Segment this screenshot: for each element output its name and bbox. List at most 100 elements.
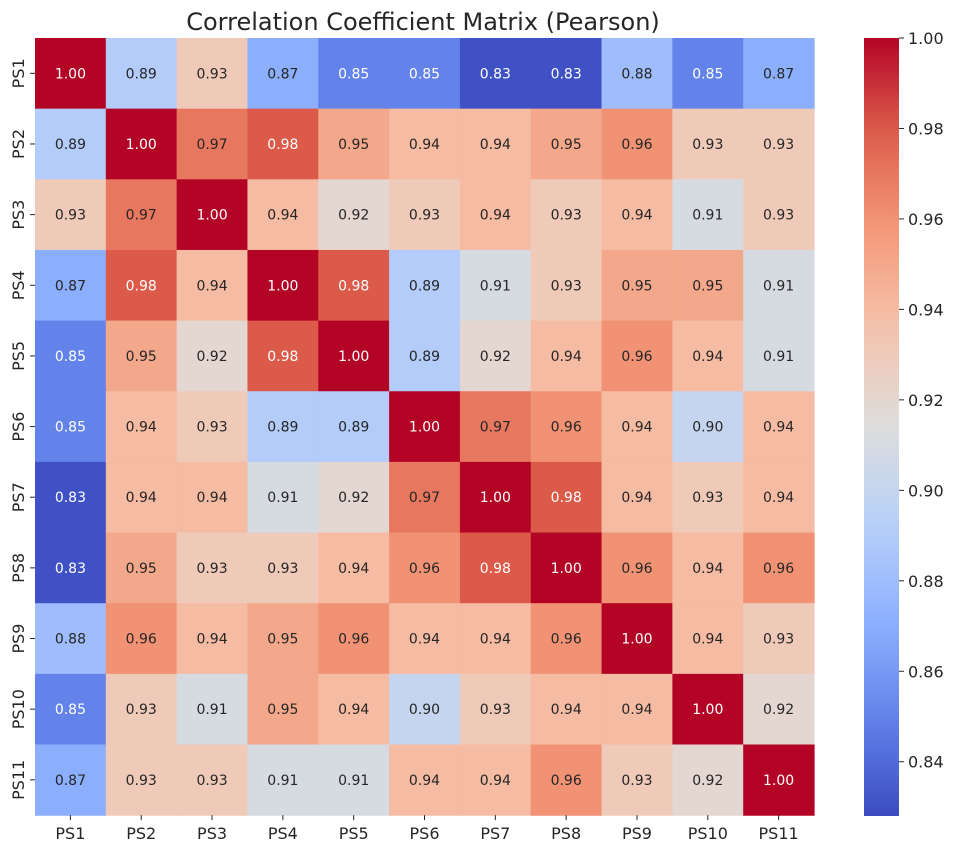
cell-value-label-r1-c4: 0.87 [267, 66, 298, 82]
cell-value-label-r1-c9: 0.88 [621, 66, 652, 82]
heatmap-cell-r3-c10 [672, 179, 744, 251]
cell-value-label-r8-c11: 0.96 [763, 561, 794, 577]
chart-title: Correlation Coefficient Matrix (Pearson) [186, 8, 660, 36]
cell-value-label-r7-c7: 1.00 [480, 490, 511, 506]
cell-value-label-r2-c2: 1.00 [126, 137, 157, 153]
y-tick-label-ps9: PS9 [9, 624, 28, 654]
colorbar-tick-label-5: 0.94 [908, 300, 944, 319]
heatmap-cell-r6-c9 [601, 391, 673, 463]
cell-value-label-r9-c3: 0.94 [196, 632, 227, 648]
heatmap-cell-r4-c1 [35, 249, 107, 322]
colorbar-tick-label-4: 0.92 [908, 391, 944, 410]
cell-value-label-r2-c11: 0.93 [763, 137, 794, 153]
heatmap-cell-r1-c9 [601, 38, 673, 110]
heatmap-cell-r10-c4 [247, 673, 319, 746]
heatmap-cell-r5-c2 [105, 320, 178, 392]
y-tick-label-ps1: PS1 [9, 58, 28, 88]
cell-value-label-r7-c2: 0.94 [126, 490, 157, 506]
cell-value-label-r5-c4: 0.98 [267, 349, 298, 365]
cell-value-label-r5-c7: 0.92 [480, 349, 511, 365]
cell-value-label-r3-c1: 0.93 [55, 208, 86, 224]
cell-value-label-r3-c10: 0.91 [692, 208, 723, 224]
heatmap-cell-r9-c1 [35, 603, 107, 675]
heatmap-cell-r2-c9 [601, 108, 673, 180]
heatmap-cell-r2-c10 [672, 108, 744, 180]
cell-value-label-r7-c10: 0.93 [692, 490, 723, 506]
cell-value-label-r11-c6: 0.94 [409, 773, 440, 789]
x-tick-label-ps5: PS5 [339, 824, 369, 843]
heatmap-cell-r3-c7 [459, 179, 532, 251]
heatmap-cell-r9-c5 [318, 603, 390, 675]
heatmap-cell-r9-c10 [672, 603, 744, 675]
x-tick-label-ps8: PS8 [551, 824, 581, 843]
heatmap-cell-r8-c10 [672, 532, 744, 604]
cell-value-label-r9-c11: 0.93 [763, 632, 794, 648]
cell-value-label-r3-c2: 0.97 [126, 208, 157, 224]
cell-value-label-r3-c5: 0.92 [338, 208, 369, 224]
heatmap-cell-r6-c4 [247, 391, 319, 463]
cell-value-label-r8-c4: 0.93 [267, 561, 298, 577]
cell-value-label-r2-c4: 0.98 [267, 137, 298, 153]
cell-value-label-r8-c9: 0.96 [621, 561, 652, 577]
cell-value-label-r7-c1: 0.83 [55, 490, 86, 506]
y-tick-label-ps5: PS5 [9, 341, 28, 371]
heatmap-cell-r6-c1 [35, 391, 107, 463]
colorbar-tick-label-3: 0.90 [908, 481, 944, 500]
heatmap-cell-r2-c11 [743, 108, 815, 180]
cell-value-label-r6-c2: 0.94 [126, 420, 157, 436]
cell-value-label-r8-c8: 1.00 [551, 561, 582, 577]
cell-value-label-r3-c7: 0.94 [480, 208, 511, 224]
y-tick-label-ps11: PS11 [9, 760, 28, 800]
cell-value-label-r2-c3: 0.97 [196, 137, 227, 153]
cell-value-label-r9-c8: 0.96 [551, 632, 582, 648]
heatmap-cell-r1-c11 [743, 38, 815, 110]
cell-value-label-r11-c5: 0.91 [338, 773, 369, 789]
cell-value-label-r6-c7: 0.97 [480, 420, 511, 436]
cell-value-label-r10-c11: 0.92 [763, 702, 794, 718]
cell-value-label-r9-c7: 0.94 [480, 632, 511, 648]
heatmap-cell-r10-c7 [459, 673, 532, 746]
heatmap-cell-r8-c4 [247, 532, 319, 604]
cell-value-label-r11-c8: 0.96 [551, 773, 582, 789]
cell-value-label-r7-c11: 0.94 [763, 490, 794, 506]
cell-value-label-r2-c10: 0.93 [692, 137, 723, 153]
heatmap-cell-r10-c9 [601, 673, 673, 746]
y-tick-label-ps2: PS2 [9, 129, 28, 159]
cell-value-label-r8-c3: 0.93 [196, 561, 227, 577]
heatmap-cell-r9-c3 [176, 603, 249, 675]
heatmap-cell-r2-c8 [530, 108, 603, 180]
heatmap-cell-r8-c1 [35, 532, 107, 604]
heatmap-cell-r2-c5 [318, 108, 390, 180]
heatmap-cell-r5-c7 [459, 320, 532, 392]
heatmap-cell-r6-c5 [318, 391, 390, 463]
x-tick-label-ps9: PS9 [622, 824, 652, 843]
colorbar-gradient [864, 38, 899, 816]
cell-value-label-r6-c3: 0.93 [196, 420, 227, 436]
y-tick-label-ps7: PS7 [9, 482, 28, 512]
y-tick-label-ps8: PS8 [9, 553, 28, 583]
cell-value-label-r10-c2: 0.93 [126, 702, 157, 718]
cell-value-label-r6-c9: 0.94 [621, 420, 652, 436]
heatmap-cell-r9-c7 [459, 603, 532, 675]
heatmap-cell-r6-c10 [672, 391, 744, 463]
heatmap-cell-r5-c10 [672, 320, 744, 392]
heatmap-cell-r11-c9 [601, 744, 673, 816]
heatmap-cell-r11-c6 [389, 744, 461, 816]
cell-value-label-r3-c11: 0.93 [763, 208, 794, 224]
cell-value-label-r4-c5: 0.98 [338, 278, 369, 294]
heatmap-cell-r3-c1 [35, 179, 107, 251]
heatmap-cell-r3-c11 [743, 179, 815, 251]
heatmap-cell-r4-c6 [389, 249, 461, 322]
heatmap-cell-r4-c8 [530, 249, 603, 322]
heatmap-cell-r1-c8 [530, 38, 603, 110]
cell-value-label-r5-c5: 1.00 [338, 349, 369, 365]
cell-value-label-r2-c1: 0.89 [55, 137, 86, 153]
cell-value-label-r11-c7: 0.94 [480, 773, 511, 789]
heatmap-cell-r11-c8 [530, 744, 603, 816]
cell-value-label-r1-c5: 0.85 [338, 66, 369, 82]
heatmap-cell-r2-c3 [176, 108, 249, 180]
heatmap-cell-r4-c9 [601, 249, 673, 322]
heatmap-cell-r9-c11 [743, 603, 815, 675]
heatmap-cell-r4-c10 [672, 249, 744, 322]
